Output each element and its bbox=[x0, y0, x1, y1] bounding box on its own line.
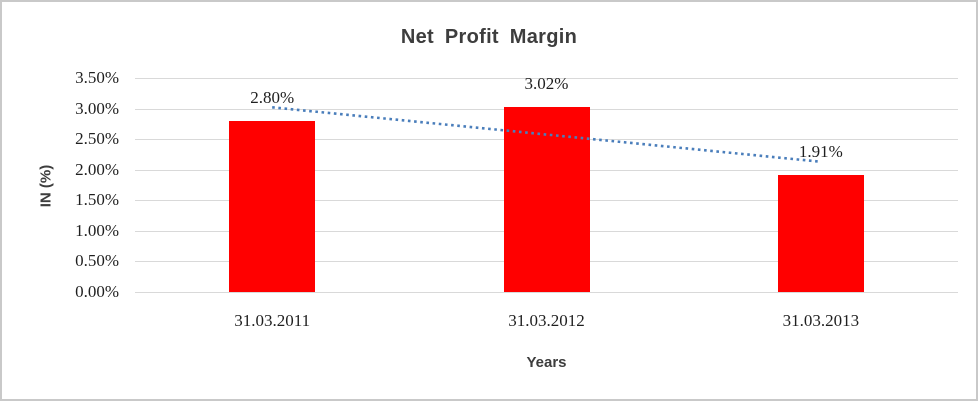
y-tick-label: 2.50% bbox=[75, 129, 119, 149]
x-category-label: 31.03.2012 bbox=[508, 311, 585, 330]
x-axis-title: Years bbox=[526, 354, 567, 371]
bar-31.03.2012 bbox=[503, 107, 590, 292]
x-category-label: 31.03.2013 bbox=[782, 311, 860, 330]
y-gridline bbox=[135, 78, 958, 79]
bar-value-label: 2.80% bbox=[250, 87, 295, 107]
x-category-label: 31.03.2011 bbox=[234, 311, 311, 330]
x-axis-line bbox=[135, 292, 958, 293]
bar-31.03.2013 bbox=[777, 175, 864, 292]
y-tick-label: 1.50% bbox=[75, 190, 119, 210]
y-tick-label: 0.00% bbox=[75, 282, 119, 301]
y-tick-label: 2.00% bbox=[75, 159, 119, 179]
chart-title: Net Profit Margin bbox=[400, 26, 578, 48]
bar-value-label: 1.91% bbox=[798, 142, 843, 162]
y-tick-label: 0.50% bbox=[75, 251, 119, 271]
y-tick-label: 3.00% bbox=[75, 98, 119, 118]
y-tick-label: 3.50% bbox=[75, 68, 119, 87]
y-tick-label: 1.00% bbox=[75, 220, 119, 240]
bar-31.03.2011 bbox=[229, 120, 316, 292]
bar-value-label: 3.02% bbox=[524, 74, 569, 94]
